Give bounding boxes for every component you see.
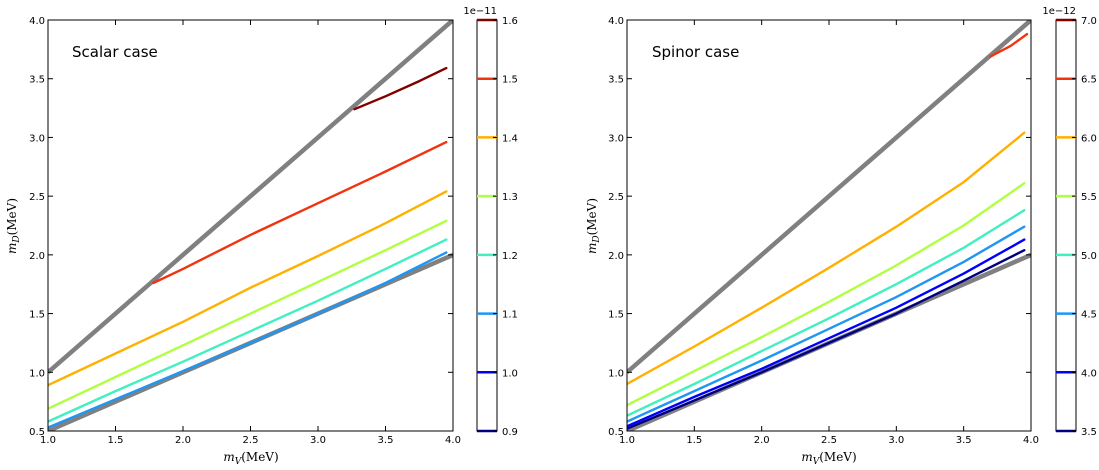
y-axis-label: mD(MeV) [585, 198, 602, 254]
contour-line-1-6 [353, 66, 448, 111]
colorbar-tick-label: 4.0 [1081, 368, 1097, 379]
spinor-panel: 1.0 1.5 2.0 2.5 3.0 3.5 4.00.51.01.52.02.53.03… [585, 6, 1097, 467]
y-tick-label: 3.5 [29, 75, 45, 86]
y-tick-label: 2.0 [608, 251, 624, 262]
colorbar-exponent: 1e−12 [1042, 6, 1076, 17]
colorbar-tick-label: 3.5 [1081, 427, 1097, 438]
x-tick-label: 1.0 [40, 435, 56, 446]
y-tick-label: 1.5 [608, 310, 624, 321]
colorbar-tick-label: 6.5 [1081, 75, 1097, 86]
contour-line-5-0 [627, 208, 1026, 417]
contour-line-4-5 [627, 225, 1026, 423]
y-tick-label: 2.0 [29, 251, 45, 262]
case-annotation: Spinor case [652, 43, 739, 61]
y-tick-label: 4.0 [29, 16, 45, 27]
colorbar-tick-label: 1.0 [502, 368, 518, 379]
boundary-line-upper [48, 20, 453, 374]
colorbar-tick-label: 5.0 [1081, 251, 1097, 262]
y-tick-label: 3.0 [608, 133, 624, 144]
plot-area [627, 20, 1031, 431]
colorbar-tick-label: 1.5 [502, 75, 518, 86]
y-tick-label: 3.0 [29, 133, 45, 144]
x-tick-label: 1.5 [686, 435, 702, 446]
y-tick-label: 3.5 [608, 75, 624, 86]
x-tick-label: 2.5 [243, 435, 259, 446]
case-annotation: Scalar case [72, 43, 158, 61]
colorbar-tick-label: 5.5 [1081, 192, 1097, 203]
x-tick-label: 3.0 [310, 435, 326, 446]
y-tick-label: 0.5 [608, 427, 624, 438]
x-tick-label: 1.0 [619, 435, 635, 446]
colorbar-tick-label: 4.5 [1081, 310, 1097, 321]
x-tick-label: 3.5 [378, 435, 394, 446]
colorbar-frame [476, 19, 498, 432]
plot-area [48, 20, 453, 431]
colorbar-exponent: 1e−11 [463, 6, 497, 17]
x-tick-label: 2.0 [754, 435, 770, 446]
x-tick-label: 3.5 [956, 435, 972, 446]
colorbar-tick-label: 1.6 [502, 16, 518, 27]
contour-line-1-3 [48, 219, 448, 410]
y-axis-label: mD(MeV) [5, 198, 22, 254]
colorbar-tick-label: 0.9 [502, 427, 518, 438]
y-tick-label: 1.0 [608, 368, 624, 379]
x-tick-label: 3.0 [888, 435, 904, 446]
colorbar-tick-label: 6.0 [1081, 133, 1097, 144]
y-tick-label: 2.5 [29, 192, 45, 203]
x-tick-label: 2.5 [821, 435, 837, 446]
y-tick-label: 2.5 [608, 192, 624, 203]
y-tick-label: 1.5 [29, 310, 45, 321]
colorbar-tick-label: 1.3 [502, 192, 518, 203]
contour-line-6-5 [989, 32, 1029, 58]
x-tick-label: 4.0 [1023, 435, 1039, 446]
colorbar-tick-label: 7.0 [1081, 16, 1097, 27]
boundary-line-upper [627, 20, 1031, 374]
colorbar-tick-label: 1.2 [502, 251, 518, 262]
x-axis-label: mV(MeV) [801, 450, 856, 466]
contour-line-1-1 [48, 251, 448, 429]
y-tick-label: 4.0 [608, 16, 624, 27]
x-axis-label: mV(MeV) [223, 450, 278, 466]
contour-line-1-5 [152, 140, 448, 285]
contour-line-5-5 [627, 181, 1026, 407]
x-tick-label: 1.5 [108, 435, 124, 446]
scalar-panel: 1.0 1.5 2.0 2.5 3.0 3.5 4.00.51.01.52.02.53.03… [5, 6, 518, 467]
colorbar-frame [1055, 19, 1077, 432]
contour-line-4-0 [627, 238, 1026, 428]
contour-line-3-5 [627, 248, 1026, 430]
y-tick-label: 0.5 [29, 427, 45, 438]
contour-line-1-4 [48, 190, 448, 387]
y-tick-label: 1.0 [29, 368, 45, 379]
x-tick-label: 4.0 [445, 435, 461, 446]
axes-frame [47, 19, 454, 432]
colorbar-tick-label: 1.4 [502, 133, 518, 144]
contour-line-6-0 [627, 131, 1026, 386]
axes-frame [626, 19, 1032, 432]
contour-line-1-2 [48, 238, 448, 423]
x-tick-label: 2.0 [175, 435, 191, 446]
colorbar-tick-label: 1.1 [502, 310, 518, 321]
